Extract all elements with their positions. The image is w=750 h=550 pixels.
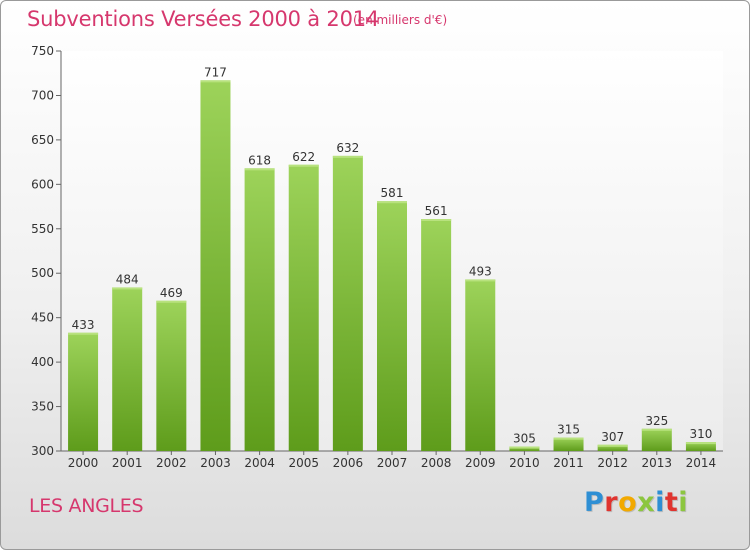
bar-value-label: 632 [336, 141, 359, 155]
bar-value-label: 469 [160, 286, 183, 300]
bar [244, 168, 275, 452]
x-tick-label: 2008 [421, 456, 452, 470]
x-tick-label: 2001 [112, 456, 143, 470]
y-tick-label: 500 [31, 266, 54, 280]
logo-letter: i [678, 487, 689, 518]
bar-top-highlight [465, 279, 496, 282]
bar [509, 446, 540, 451]
x-tick-label: 2007 [377, 456, 408, 470]
bar [156, 300, 187, 451]
x-tick-label: 2009 [465, 456, 496, 470]
bar-top-highlight [685, 442, 716, 445]
bar-value-label: 307 [601, 430, 624, 444]
x-tick-label: 2006 [333, 456, 364, 470]
bar [641, 428, 672, 451]
y-tick-label: 650 [31, 133, 54, 147]
x-tick-label: 2004 [244, 456, 275, 470]
x-tick-label: 2010 [509, 456, 540, 470]
bar-value-label: 561 [425, 204, 448, 218]
y-tick-label: 600 [31, 177, 54, 191]
bar-top-highlight [641, 428, 672, 431]
bar-value-label: 310 [689, 427, 712, 441]
bar-top-highlight [112, 287, 143, 290]
logo-letter: i [655, 487, 665, 518]
x-tick-label: 2002 [156, 456, 187, 470]
chart-title: Subventions Versées 2000 à 2014 [27, 7, 380, 31]
x-tick-label: 2005 [288, 456, 319, 470]
bar-top-highlight [553, 437, 584, 440]
bar-top-highlight [597, 444, 628, 447]
chart-unit-note: (en milliers d'€) [353, 13, 448, 27]
bar-top-highlight [200, 80, 231, 83]
y-tick-label: 750 [31, 44, 54, 58]
y-tick-label: 300 [31, 444, 54, 458]
x-tick-label: 2000 [68, 456, 99, 470]
x-tick-label: 2011 [553, 456, 584, 470]
x-tick-label: 2013 [642, 456, 673, 470]
bar-value-label: 581 [381, 186, 404, 200]
bar-top-highlight [509, 446, 540, 449]
logo-letter: t [664, 487, 679, 518]
y-tick-label: 700 [31, 88, 54, 102]
proxiti-logo: Proxiti [584, 487, 688, 518]
bar [553, 437, 584, 451]
y-tick-label: 350 [31, 400, 54, 414]
bar-top-highlight [244, 168, 275, 171]
bar [421, 219, 452, 451]
x-tick-label: 2012 [597, 456, 628, 470]
bar-value-label: 305 [513, 432, 536, 446]
bar [112, 287, 143, 451]
bar [68, 332, 99, 451]
y-tick-label: 400 [31, 355, 54, 369]
bar-top-highlight [377, 201, 407, 204]
bar-value-label: 484 [116, 272, 139, 286]
bar-top-highlight [68, 332, 99, 335]
logo-letter: x [637, 487, 656, 518]
bar-top-highlight [421, 219, 452, 221]
y-tick-label: 550 [31, 222, 54, 236]
bar-top-highlight [156, 300, 187, 303]
bar [377, 201, 407, 451]
bar [200, 80, 231, 451]
bar [465, 279, 496, 451]
bar-value-label: 325 [645, 414, 668, 428]
bar [685, 442, 716, 451]
logo-letter: P [584, 487, 605, 518]
bar-top-highlight [332, 155, 363, 158]
bar-value-label: 433 [72, 318, 95, 332]
bar-value-label: 315 [557, 423, 580, 437]
x-tick-label: 2014 [686, 456, 717, 470]
y-tick-label: 450 [31, 311, 54, 325]
bar [288, 164, 319, 451]
commune-name: LES ANGLES [29, 495, 144, 517]
logo-letter: o [618, 487, 638, 518]
bar-value-label: 622 [292, 150, 315, 164]
bar-value-label: 717 [204, 65, 227, 79]
bar-value-label: 493 [469, 264, 492, 278]
bar [597, 444, 628, 451]
bar-value-label: 618 [248, 153, 271, 167]
bar-top-highlight [288, 164, 319, 167]
logo-letter: r [604, 487, 619, 518]
bar [332, 155, 363, 451]
x-tick-label: 2003 [200, 456, 231, 470]
